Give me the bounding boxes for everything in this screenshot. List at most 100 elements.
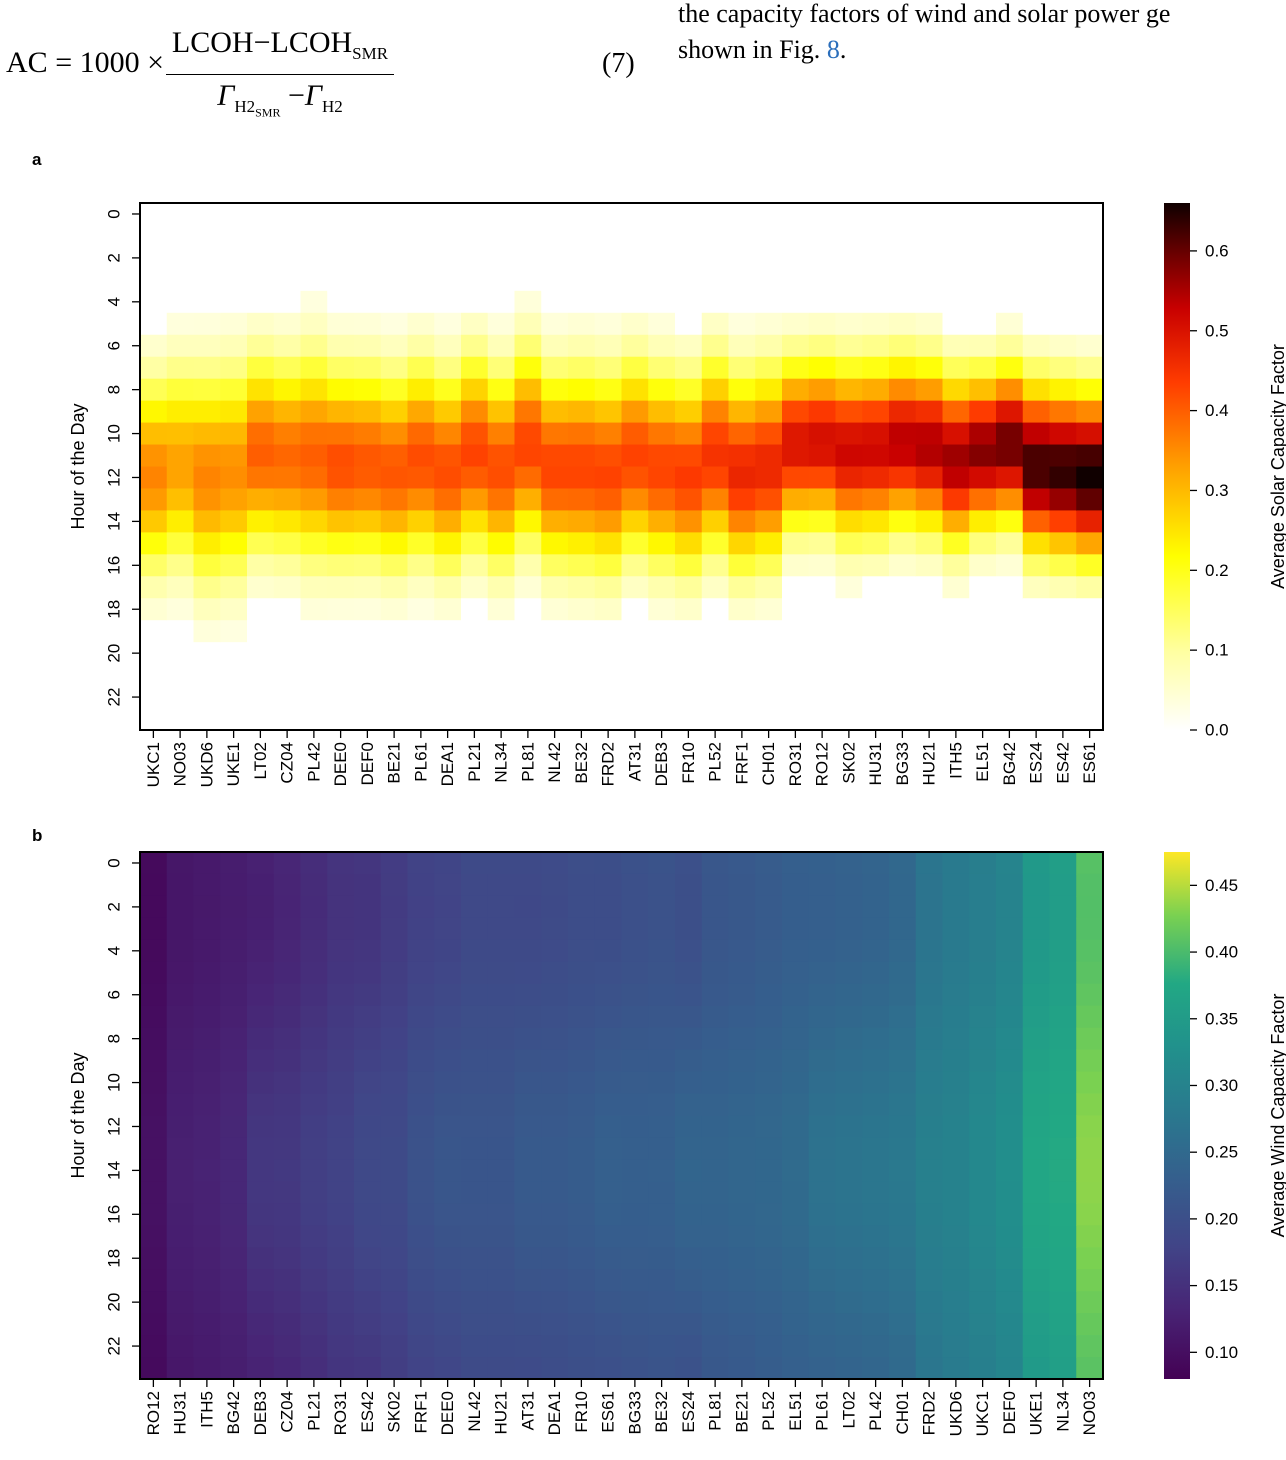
heatmap-cell	[461, 246, 489, 270]
heatmap-cell	[594, 1181, 623, 1204]
heatmap-cell	[701, 686, 730, 709]
heatmap-cell	[327, 983, 355, 1007]
heatmap-cell	[514, 532, 542, 555]
x-tick-label: AT31	[625, 742, 644, 781]
heatmap-cell	[514, 378, 542, 402]
heatmap-cell	[434, 1093, 462, 1117]
heatmap-cell	[1022, 334, 1051, 358]
heatmap-cell	[782, 1313, 810, 1336]
heatmap-cell	[594, 1269, 623, 1292]
heatmap-cell	[942, 1313, 970, 1336]
heatmap-cell	[782, 444, 810, 468]
heatmap-cell	[140, 334, 168, 358]
heatmap-cell	[541, 1357, 569, 1380]
heatmap-cell	[942, 1049, 970, 1073]
heatmap-cell	[1076, 895, 1104, 919]
heatmap-cell	[247, 554, 275, 577]
heatmap-cell	[621, 488, 649, 512]
heatmap-cell	[568, 895, 596, 919]
heatmap-cell	[434, 1159, 462, 1182]
heatmap-cell	[996, 290, 1024, 314]
heatmap-cell	[247, 664, 275, 687]
heatmap-cell	[220, 1269, 248, 1292]
heatmap-cell	[782, 400, 810, 424]
heatmap-cell	[621, 532, 649, 555]
heatmap-cell	[140, 895, 168, 919]
heatmap-cell	[675, 664, 703, 687]
heatmap-cell	[247, 1071, 275, 1095]
heatmap-cell	[755, 1181, 783, 1204]
heatmap-cell	[568, 598, 596, 621]
figure-reference-link[interactable]: 8	[826, 35, 840, 64]
heatmap-cell	[728, 1181, 756, 1204]
heatmap-cell	[193, 1137, 221, 1161]
x-tick-label: FRF1	[411, 1391, 430, 1434]
heatmap-cell	[969, 939, 997, 963]
heatmap-cell	[782, 1247, 810, 1270]
heatmap-cell	[434, 290, 462, 314]
heatmap-cell	[247, 312, 275, 336]
heatmap-cell	[327, 532, 355, 555]
heatmap-cell	[220, 1137, 248, 1161]
heatmap-cell	[1076, 1291, 1104, 1314]
heatmap-cell	[1076, 290, 1104, 314]
heatmap-cell	[487, 852, 516, 875]
heatmap-cell	[942, 852, 970, 875]
heatmap-cell	[487, 466, 516, 490]
heatmap-cell	[728, 873, 756, 897]
heatmap-cell	[220, 203, 248, 226]
heatmap-cell	[675, 1313, 703, 1336]
heatmap-cell	[434, 224, 462, 248]
heatmap-cell	[354, 873, 382, 897]
heatmap-cell	[166, 983, 195, 1007]
heatmap-cell	[782, 708, 810, 731]
heatmap-cell	[568, 664, 596, 687]
heatmap-cell	[996, 1357, 1024, 1380]
heatmap-cell	[407, 873, 435, 897]
heatmap-cell	[1022, 1115, 1051, 1139]
heatmap-cell	[755, 488, 783, 512]
heatmap-cell	[140, 224, 168, 248]
heatmap-cell	[594, 290, 623, 314]
x-tick-label: BE32	[652, 1391, 671, 1433]
heatmap-cell	[728, 1137, 756, 1161]
heatmap-cell	[621, 268, 649, 292]
heatmap-cell	[621, 444, 649, 468]
heatmap-cell	[808, 400, 837, 424]
x-tick-label: LT02	[839, 1391, 858, 1429]
heatmap-cell	[594, 312, 623, 336]
heatmap-cell	[273, 422, 302, 446]
heatmap-cell	[728, 1027, 756, 1051]
heatmap-cell	[862, 1247, 890, 1270]
heatmap-cell	[193, 620, 221, 643]
heatmap-cell	[327, 1335, 355, 1358]
heatmap-cell	[675, 488, 703, 512]
x-tick-label: PL61	[411, 742, 430, 782]
heatmap-cell	[434, 246, 462, 270]
heatmap-cell	[915, 642, 944, 665]
heatmap-cell	[942, 686, 970, 709]
heatmap-cell	[327, 312, 355, 336]
colorbar-tick-label: 0.2	[1205, 561, 1229, 580]
heatmap-cell	[140, 917, 168, 941]
heatmap-cell	[541, 488, 569, 512]
heatmap-cell	[621, 290, 649, 314]
heatmap-cell	[889, 268, 917, 292]
heatmap-cell	[1022, 1181, 1051, 1204]
heatmap-cell	[300, 708, 328, 731]
heatmap-cell	[889, 873, 917, 897]
heatmap-cell	[568, 466, 596, 490]
heatmap-cell	[1076, 686, 1104, 709]
heatmap-cell	[220, 466, 248, 490]
heatmap-cell	[514, 895, 542, 919]
heatmap-cell	[648, 378, 676, 402]
heatmap-cell	[755, 895, 783, 919]
heatmap-cell	[380, 1313, 409, 1336]
heatmap-cell	[541, 1225, 569, 1248]
heatmap-cell	[380, 203, 409, 226]
heatmap-cell	[300, 268, 328, 292]
heatmap-cell	[675, 312, 703, 336]
heatmap-cell	[889, 1335, 917, 1358]
heatmap-cell	[380, 1115, 409, 1139]
heatmap-cell	[166, 488, 195, 512]
